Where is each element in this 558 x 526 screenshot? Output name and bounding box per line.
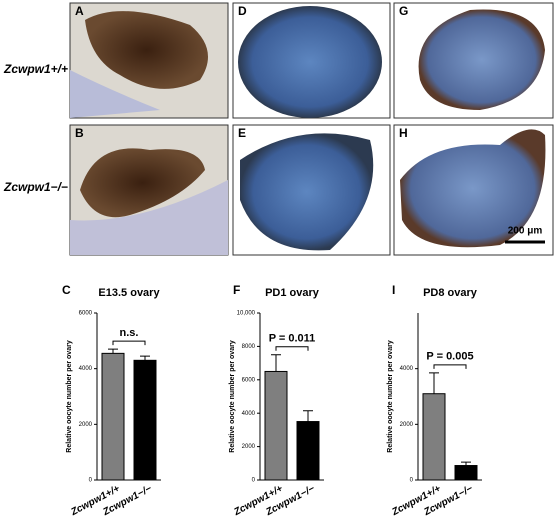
y-tick-label: 10,000 [237, 311, 256, 317]
panel-letter: C [62, 283, 71, 297]
panel-letter: I [392, 283, 395, 297]
y-tick-label: 6000 [242, 377, 256, 383]
y-tick-label: 8000 [242, 344, 256, 350]
panel-letter: B [75, 126, 84, 140]
annotation: n.s. [120, 327, 139, 339]
error-bar [140, 355, 150, 361]
y-axis-label: Relative oocyte number per ovary [387, 340, 394, 453]
bar [296, 421, 320, 481]
scale-bar-label: 200 μm [508, 226, 543, 237]
chart-title: E13.5 ovary [98, 287, 160, 299]
panel-letter: A [75, 4, 84, 18]
annotation: P = 0.005 [426, 351, 473, 363]
row-label: Zcwpw1−/− [3, 180, 68, 194]
chart-title: PD1 ovary [265, 287, 320, 299]
row-label: Zcwpw1+/+ [3, 62, 68, 76]
y-tick-label: 4000 [242, 411, 256, 417]
bar [454, 465, 478, 481]
y-tick-label: 2000 [400, 422, 414, 428]
micrographs [69, 2, 554, 256]
bar [422, 393, 446, 481]
panel-letter: G [399, 4, 408, 18]
panel-letter: H [399, 126, 408, 140]
bracket [112, 340, 146, 346]
y-tick-label: 2000 [242, 444, 256, 450]
panel-letter: E [238, 126, 246, 140]
bracket [275, 346, 309, 351]
error-bar [303, 410, 313, 422]
chart-title: PD8 ovary [423, 287, 478, 299]
error-bar [108, 348, 118, 354]
error-bar [429, 372, 439, 394]
annotation: P = 0.011 [269, 333, 316, 345]
y-axis-label: Relative oocyte number per ovary [229, 340, 236, 453]
y-tick-label: 0 [89, 478, 93, 484]
y-tick-label: 0 [252, 478, 256, 484]
y-tick-label: 2000 [79, 422, 93, 428]
y-tick-label: 0 [410, 478, 414, 484]
error-bar [461, 461, 471, 466]
bracket [433, 364, 467, 369]
panel-letter: F [233, 283, 240, 297]
panel-letter: D [238, 4, 247, 18]
bar [101, 352, 125, 481]
error-bar [271, 354, 281, 372]
y-axis-label: Relative oocyte number per ovary [66, 340, 73, 453]
y-tick-label: 4000 [400, 366, 414, 372]
y-tick-label: 6000 [79, 311, 93, 317]
bar [264, 370, 288, 481]
bar [133, 359, 157, 481]
y-tick-label: 4000 [79, 366, 93, 372]
